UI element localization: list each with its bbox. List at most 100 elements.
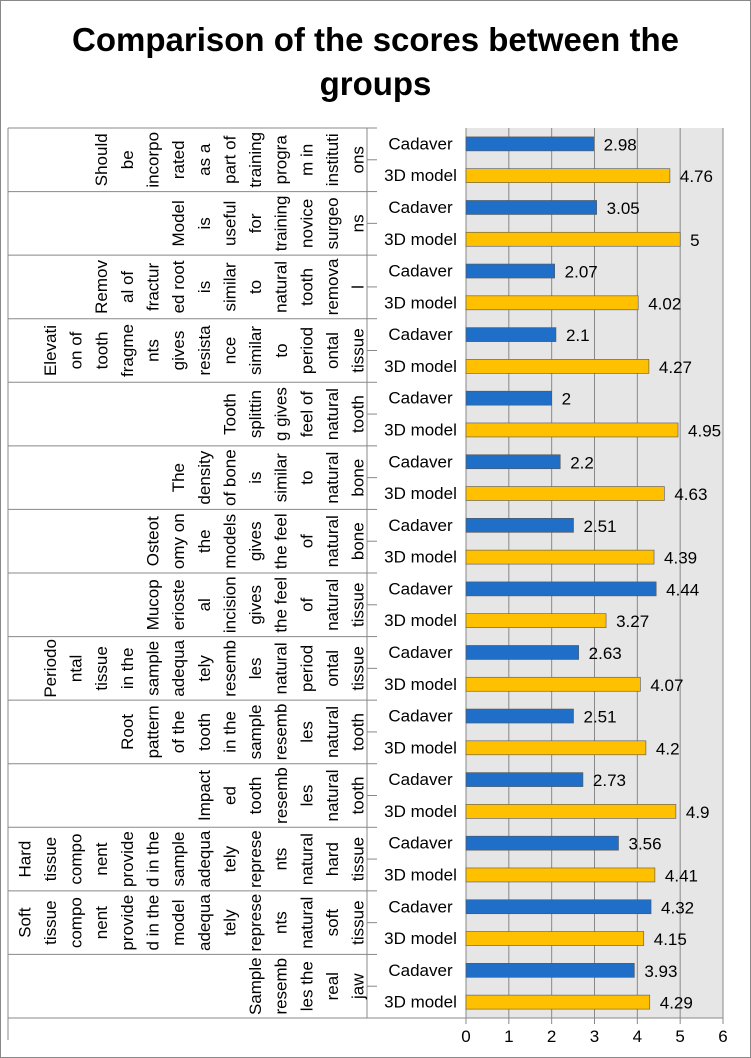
category-label-part: resemb <box>272 704 291 761</box>
category-label-part: hard <box>323 842 342 876</box>
category-label-part: tooth <box>297 268 316 306</box>
category-label-part: natural <box>297 833 316 885</box>
series-label-model: 3D model <box>384 230 457 249</box>
category-label-part: natural <box>272 261 291 313</box>
series-label-cadaver: Cadaver <box>388 134 453 153</box>
category-label-part: sample <box>144 641 163 696</box>
category-label-part: novice <box>297 199 316 248</box>
category-label-part: tooth <box>195 713 214 751</box>
series-label-cadaver: Cadaver <box>388 834 453 853</box>
bar-cadaver <box>465 899 652 915</box>
category-label-part: natural <box>297 897 316 949</box>
category-label-part: tissue <box>41 837 60 881</box>
category-label-part: ed root <box>169 260 188 313</box>
category-label-part: tooth <box>92 332 111 370</box>
category-label-part: similar <box>272 453 291 502</box>
series-label-cadaver: Cadaver <box>388 961 453 980</box>
category-label-part: for <box>246 213 265 233</box>
category-label-part: Remov <box>92 260 111 314</box>
x-tick-label: 6 <box>718 1027 727 1046</box>
series-label-cadaver: Cadaver <box>388 707 453 726</box>
category-label-part: splittin <box>246 390 265 438</box>
category-label-part: Should <box>92 133 111 186</box>
category-label-part: incorpo <box>144 132 163 188</box>
category-label-part: resemb <box>272 767 291 824</box>
bar-value-label: 3.93 <box>644 962 677 981</box>
bar-model <box>465 867 656 883</box>
category-label-part: density <box>195 450 214 504</box>
bar-cadaver <box>465 581 657 597</box>
category-label-part: bone <box>349 459 368 497</box>
category-label-part: rated <box>169 140 188 179</box>
category-label-part: resemb <box>272 958 291 1015</box>
bar-cadaver <box>465 327 557 342</box>
category-label-part: Root <box>118 714 137 750</box>
category-label-part: ons <box>349 146 368 173</box>
category-label-part: progra <box>272 135 291 185</box>
bar-cadaver <box>465 263 555 279</box>
bar-value-label: 4.32 <box>661 898 694 917</box>
category-label-part: fractur <box>144 263 163 312</box>
category-label-part: part of <box>220 135 239 183</box>
category-label-part: tissue <box>41 900 60 944</box>
x-tick-label: 1 <box>504 1027 513 1046</box>
category-label-part: nts <box>272 848 291 871</box>
bar-model <box>465 168 671 183</box>
category-label-part: incision <box>220 576 239 633</box>
series-label-model: 3D model <box>384 802 457 821</box>
category-label-part: omy on <box>169 513 188 569</box>
category-label-part: is <box>246 472 265 484</box>
bar-value-label: 4.15 <box>654 930 687 949</box>
category-label-part: m in <box>297 144 316 176</box>
bar-value-label: 2.98 <box>604 135 637 154</box>
bar-value-label: 2.63 <box>589 644 622 663</box>
category-label-part: is <box>195 217 214 229</box>
bar-model <box>465 994 651 1010</box>
category-label-part: adequa <box>195 894 214 951</box>
x-tick-label: 5 <box>675 1027 684 1046</box>
series-label-model: 3D model <box>384 293 457 312</box>
series-label-model: 3D model <box>384 993 457 1012</box>
series-label-cadaver: Cadaver <box>388 516 453 535</box>
category-label-part: surgeo <box>323 197 342 249</box>
category-label-part: tissue <box>349 900 368 944</box>
bar-cadaver <box>465 454 561 470</box>
series-label-cadaver: Cadaver <box>388 389 453 408</box>
bar-model <box>465 931 645 946</box>
category-label-part: jaw <box>349 973 368 1000</box>
bar-value-label: 4.9 <box>686 803 710 822</box>
series-label-model: 3D model <box>384 738 457 757</box>
bar-cadaver <box>465 645 579 660</box>
category-label-part: fragme <box>118 324 137 377</box>
series-label-model: 3D model <box>384 675 457 694</box>
series-label-model: 3D model <box>384 484 457 503</box>
bar-value-label: 4.63 <box>674 485 707 504</box>
category-label-part: compo <box>67 834 86 885</box>
series-label-cadaver: Cadaver <box>388 579 453 598</box>
bar-model <box>465 804 677 819</box>
category-label-part: nent <box>92 842 111 875</box>
category-label-part: training <box>272 195 291 251</box>
category-label-part: ed <box>220 786 239 805</box>
category-label-part: Mucop <box>144 579 163 630</box>
category-label-part: to <box>272 343 291 357</box>
category-label-part: gives <box>169 331 188 371</box>
category-label-part: period <box>297 327 316 374</box>
category-label-part: Sample <box>246 957 265 1015</box>
category-label-part: tooth <box>349 777 368 815</box>
category-label-part: model <box>169 899 188 945</box>
category-label-part: resemb <box>220 640 239 697</box>
bar-model <box>465 295 639 311</box>
series-label-model: 3D model <box>384 929 457 948</box>
series-label-model: 3D model <box>384 166 457 185</box>
category-label-part: compo <box>67 897 86 948</box>
category-label-part: natural <box>323 452 342 504</box>
category-label-part: sample <box>246 705 265 760</box>
category-label-part: to <box>246 280 265 294</box>
category-label-part: adequa <box>195 830 214 887</box>
category-label-part: the feel <box>272 513 291 569</box>
bar-value-label: 2.73 <box>593 771 626 790</box>
category-label-part: Osteot <box>144 516 163 566</box>
bar-value-label: 5 <box>690 231 699 250</box>
bar-cadaver <box>465 136 594 152</box>
